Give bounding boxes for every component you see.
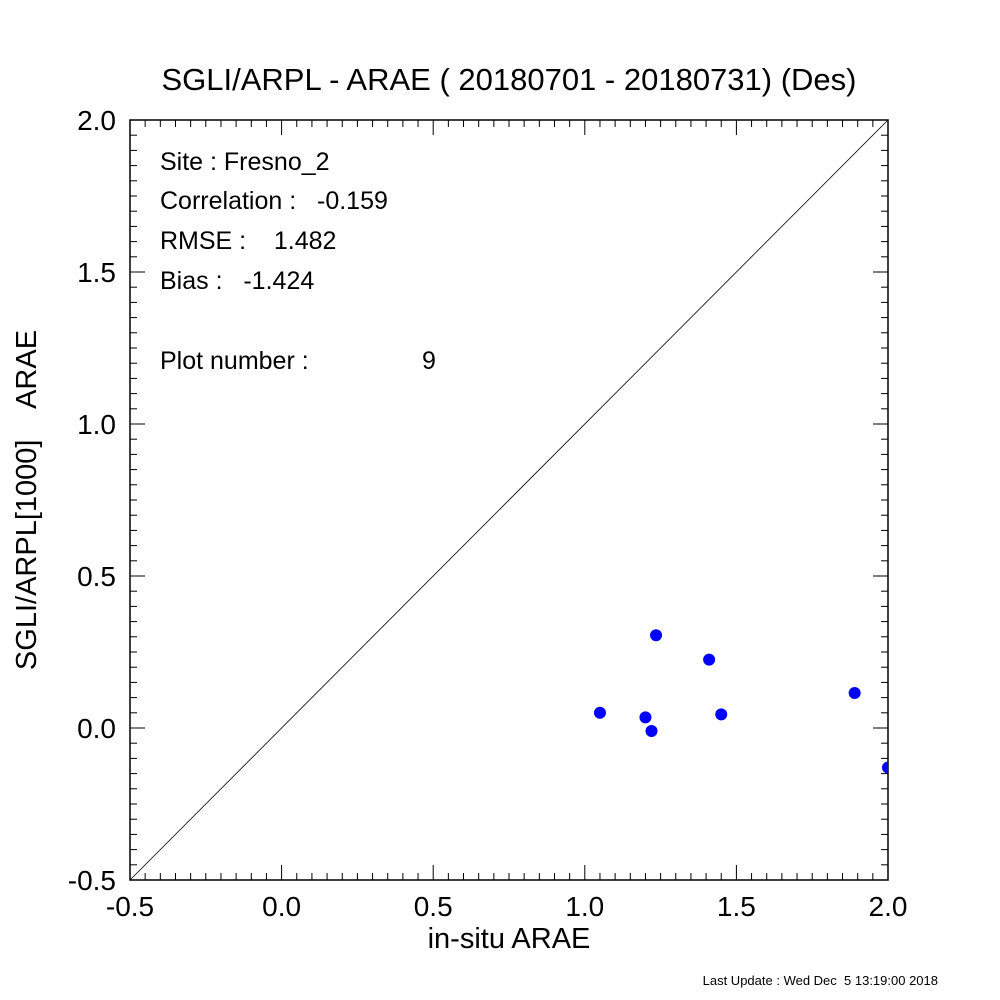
x-axis-label: in-situ ARAE (428, 923, 591, 955)
data-point (703, 653, 716, 666)
x-tick-label: -0.5 (106, 891, 154, 922)
data-points (593, 629, 888, 774)
stats-annotation: Site : Fresno_2 Correlation : -0.159 RMS… (160, 148, 436, 375)
data-point (639, 711, 652, 724)
chart-title: SGLI/ARPL - ARAE ( 20180701 - 20180731) … (161, 62, 856, 97)
plot-number-value: 9 (422, 347, 436, 375)
correlation-label: Correlation : -0.159 (160, 187, 388, 215)
axis-ticks (129, 119, 889, 881)
one-to-one-line (129, 119, 889, 881)
y-tick-label: 0.5 (77, 561, 116, 592)
last-update-footer: Last Update : Wed Dec 5 13:19:00 2018 (703, 973, 938, 988)
x-tick-label: 1.5 (717, 891, 756, 922)
data-point (848, 687, 861, 700)
y-axis-label: SGLI/ARPL[1000] ARAE (11, 330, 43, 670)
data-point (882, 761, 888, 774)
bias-label: Bias : -1.424 (160, 267, 314, 295)
y-tick-label: 1.0 (77, 409, 116, 440)
y-tick-label: 1.5 (77, 257, 116, 288)
tick-labels: -0.5 0.0 0.5 1.0 1.5 2.0 -0.5 0.0 0.5 1.0 1.5 2.0 (68, 105, 908, 922)
x-tick-label: 1.0 (565, 891, 604, 922)
x-tick-label: 0.5 (414, 891, 453, 922)
y-tick-label: -0.5 (68, 865, 116, 896)
data-point (645, 725, 658, 738)
y-tick-label: 0.0 (77, 713, 116, 744)
x-tick-label: 0.0 (262, 891, 301, 922)
site-label: Site : Fresno_2 (160, 148, 330, 176)
data-point (593, 706, 606, 719)
rmse-label: RMSE : 1.482 (160, 227, 336, 255)
y-tick-label: 2.0 (77, 105, 116, 136)
plot-number-label: Plot number : (160, 347, 309, 375)
x-tick-label: 2.0 (869, 891, 908, 922)
reference-line (129, 119, 889, 881)
data-point (650, 629, 663, 642)
data-point (715, 708, 728, 721)
